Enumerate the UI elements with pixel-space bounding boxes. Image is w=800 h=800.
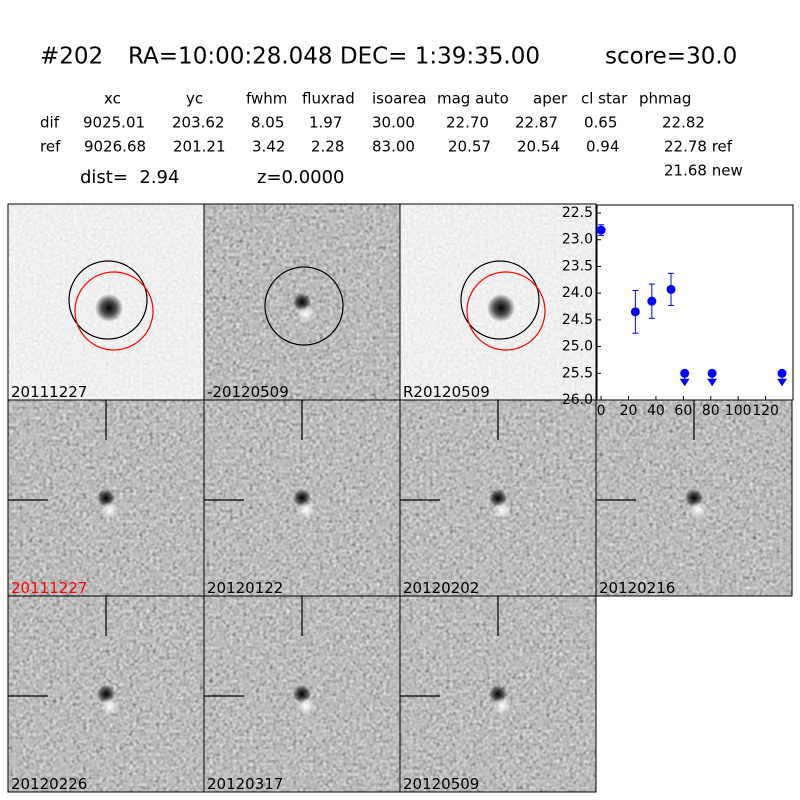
table-cell: 83.00 xyxy=(372,138,415,156)
y-tick-label: 26.0 xyxy=(562,392,593,408)
column-header: yc xyxy=(186,90,203,108)
stamp: 20120216 xyxy=(595,399,793,597)
aperture-red xyxy=(466,271,546,351)
stamp-label: 20120202 xyxy=(403,579,479,597)
point xyxy=(647,296,657,306)
table-cell: 9026.68 xyxy=(84,138,146,156)
redshift: z=0.0000 xyxy=(257,167,345,188)
y-tick-label: 25.5 xyxy=(562,365,593,381)
dipole-light xyxy=(101,697,119,715)
aperture-black xyxy=(68,260,148,340)
column-header: phmag xyxy=(639,90,691,108)
source xyxy=(95,294,123,322)
limit-arrow xyxy=(707,373,718,387)
limit-arrow xyxy=(679,373,690,387)
x-tick-label: 80 xyxy=(702,403,720,419)
stamp-label: 20120122 xyxy=(207,579,283,597)
stamp: 20120317 xyxy=(203,595,401,793)
column-header: cl star xyxy=(581,90,628,108)
stamp: 20111227 xyxy=(7,399,205,597)
distance: dist= 2.94 xyxy=(80,167,179,188)
column-header: aper xyxy=(533,90,568,108)
point xyxy=(596,225,606,235)
source xyxy=(487,294,515,322)
table-cell: 20.57 xyxy=(448,138,491,156)
table-cell: 2.28 xyxy=(311,138,344,156)
table-cell: 3.42 xyxy=(252,138,285,156)
x-tick-label: 40 xyxy=(647,403,665,419)
plot-area xyxy=(596,204,794,401)
stamp: R20120509 xyxy=(399,203,597,401)
column-header: xc xyxy=(104,90,121,108)
limit-arrow xyxy=(777,373,787,387)
stamp: 20120202 xyxy=(399,399,597,597)
y-tick-label: 23.5 xyxy=(562,258,593,274)
table-cell: 22.78 ref xyxy=(664,138,733,156)
y-tick-label: 23.0 xyxy=(562,232,593,248)
score: score=30.0 xyxy=(605,44,737,70)
y-tick-label: 24.0 xyxy=(562,285,593,301)
stamp: -20120509 xyxy=(203,203,401,401)
row-label: ref xyxy=(40,138,61,156)
aperture-black xyxy=(264,266,344,346)
table-cell: 20.54 xyxy=(517,138,560,156)
stamp: 20120509 xyxy=(399,595,597,793)
light-curve: 22.5 23.0 23.5 24.0 24.5 25.0 25.5 26.00 20 40 60 8… xyxy=(562,204,794,419)
stamp-label: R20120509 xyxy=(403,383,490,401)
stamp-frame xyxy=(399,595,597,793)
x-tick-label: 100 xyxy=(725,403,752,419)
table-cell: 0.94 xyxy=(586,138,619,156)
table-cell: 0.65 xyxy=(584,114,617,132)
coordinates: RA=10:00:28.048 DEC= 1:39:35.00 xyxy=(128,44,540,70)
y-tick-label: 25.0 xyxy=(562,339,593,355)
stamp-label: 20120216 xyxy=(599,579,675,597)
table-cell: 22.70 xyxy=(446,114,489,132)
stamp-label: 20120226 xyxy=(11,775,87,793)
table-cell: 1.97 xyxy=(309,114,342,132)
y-tick-label: 24.5 xyxy=(562,312,593,328)
x-tick-label: 60 xyxy=(674,403,692,419)
aperture-black xyxy=(460,260,540,340)
dipole-light xyxy=(101,501,119,519)
stamp: 20111227 xyxy=(7,203,205,401)
row-label: dif xyxy=(40,114,60,132)
stamp: 20120226 xyxy=(7,595,205,793)
table-cell: 8.05 xyxy=(251,114,284,132)
stamp-label: 20120509 xyxy=(403,775,479,793)
stamp-label: 20111227 xyxy=(11,579,87,597)
point xyxy=(630,307,640,317)
dipole-light xyxy=(493,697,511,715)
stamp-label: 20120317 xyxy=(207,775,283,793)
table-cell: 201.21 xyxy=(173,138,226,156)
column-header: fluxrad xyxy=(302,90,355,108)
aperture-red xyxy=(74,271,154,351)
column-header: fwhm xyxy=(246,90,287,108)
stamp: 20120122 xyxy=(203,399,401,597)
dipole-light xyxy=(297,501,315,519)
dipole-light xyxy=(689,501,707,519)
dipole-light xyxy=(297,305,315,323)
dipole-light xyxy=(493,501,511,519)
stamp-label: -20120509 xyxy=(207,383,289,401)
table-cell: 22.87 xyxy=(515,114,558,132)
stamp-label: 20111227 xyxy=(11,383,87,401)
x-tick-label: 0 xyxy=(597,403,606,419)
phmag-new: 21.68 new xyxy=(664,162,743,180)
table-cell: 9025.01 xyxy=(83,114,145,132)
dipole-light xyxy=(297,697,315,715)
x-tick-label: 20 xyxy=(620,403,638,419)
table-cell: 30.00 xyxy=(372,114,415,132)
point xyxy=(666,284,676,294)
table-cell: 203.62 xyxy=(172,114,225,132)
object-id: #202 xyxy=(40,44,103,70)
column-header: isoarea xyxy=(372,90,427,108)
x-tick-label: 120 xyxy=(752,403,779,419)
table-cell: 22.82 xyxy=(662,114,705,132)
y-tick-label: 22.5 xyxy=(562,205,593,221)
column-header: mag auto xyxy=(437,90,509,108)
